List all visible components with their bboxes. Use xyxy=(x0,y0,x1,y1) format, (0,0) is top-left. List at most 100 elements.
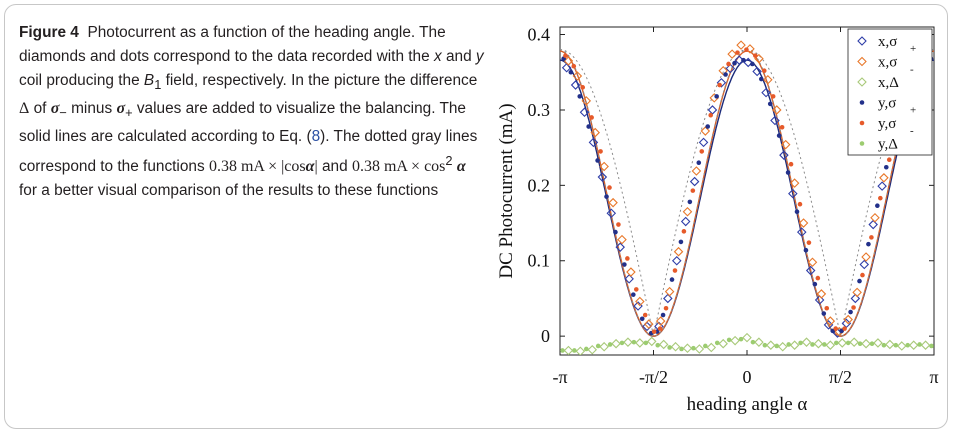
legend-label: x,σ xyxy=(878,55,897,71)
data-point-x-1 xyxy=(852,287,862,298)
caption-text-2: coil producing the xyxy=(19,72,140,89)
data-point-x-0 xyxy=(805,265,816,276)
data-point-y-4 xyxy=(625,256,630,261)
data-point-x-1 xyxy=(682,206,693,217)
data-point-x-1 xyxy=(644,319,654,329)
data-point-x-0 xyxy=(689,176,700,187)
data-point-y-4 xyxy=(690,188,696,193)
data-point-y-4 xyxy=(580,85,586,90)
legend-marker xyxy=(857,36,867,46)
data-point-x-2 xyxy=(730,335,740,346)
caption-func2-sup: 2 xyxy=(445,153,453,169)
x-tick-label: -π xyxy=(552,367,567,387)
x-tick-label: -π/2 xyxy=(639,367,668,387)
data-point-y-5 xyxy=(917,342,922,347)
legend-marker xyxy=(859,120,865,126)
data-point-y-3 xyxy=(568,69,574,75)
data-point-x-1 xyxy=(763,75,773,85)
data-point-y-5 xyxy=(774,343,780,349)
photocurrent-chart: -π -π/2 0 π/2 π 0 0.1 0.2 0.3 0.4 heading angle α D… xyxy=(496,25,939,415)
data-point-y-4 xyxy=(779,124,785,130)
data-point-x-1 xyxy=(861,252,871,262)
data-point-y-4 xyxy=(842,326,847,331)
x-tick-label: π xyxy=(929,367,938,387)
data-point-x-0 xyxy=(850,293,861,304)
data-point-y-4 xyxy=(672,268,678,273)
data-point-y-4 xyxy=(726,61,731,67)
caption-func1-end: | xyxy=(314,158,318,176)
data-point-y-4 xyxy=(657,326,663,331)
legend-marker xyxy=(857,77,867,87)
legend-label: x,σ xyxy=(878,34,897,50)
data-point-x-2 xyxy=(861,338,871,349)
data-point-y-3 xyxy=(741,57,746,63)
data-point-y-4 xyxy=(761,68,767,74)
data-point-y-5 xyxy=(798,340,803,346)
caption-text-5: ). The dotted gray lines correspond to t… xyxy=(19,128,478,176)
legend-label: y,σ xyxy=(878,96,896,112)
data-point-y-4 xyxy=(824,305,830,311)
data-point-y-4 xyxy=(563,53,568,58)
caption-x-var: x xyxy=(433,48,442,65)
caption-minus-word: minus xyxy=(71,100,113,118)
data-point-x-0 xyxy=(868,219,878,230)
data-point-y-3 xyxy=(723,72,728,77)
data-point-x-0 xyxy=(570,80,581,90)
data-point-y-3 xyxy=(857,278,862,284)
data-point-y-4 xyxy=(589,115,594,120)
data-point-x-1 xyxy=(608,197,618,208)
x-tick-label: π/2 xyxy=(829,367,852,387)
data-point-y-5 xyxy=(583,346,589,352)
data-point-y-5 xyxy=(905,342,911,348)
data-point-x-0 xyxy=(814,295,825,305)
data-point-x-0 xyxy=(796,227,807,237)
data-point-x-2 xyxy=(646,336,657,347)
data-point-x-0 xyxy=(642,321,652,332)
data-point-y-4 xyxy=(851,305,856,310)
data-point-y-5 xyxy=(726,337,732,343)
data-point-x-1 xyxy=(673,246,684,257)
legend-label-sub: - xyxy=(910,125,914,137)
data-point-y-5 xyxy=(714,340,720,346)
data-point-y-3 xyxy=(883,164,889,170)
data-point-y-3 xyxy=(687,199,693,205)
legend-label-sub: + xyxy=(910,43,916,55)
data-point-y-3 xyxy=(696,160,702,166)
data-point-x-0 xyxy=(761,87,771,98)
data-point-y-3 xyxy=(750,61,755,67)
data-point-x-2 xyxy=(873,338,883,348)
data-point-y-4 xyxy=(681,229,687,234)
caption-func1: 0.38 mA × |cos xyxy=(208,158,306,176)
data-point-y-4 xyxy=(860,272,865,278)
data-point-x-1 xyxy=(825,316,836,326)
data-point-y-3 xyxy=(875,203,880,209)
data-point-x-2 xyxy=(766,340,776,350)
legend-box xyxy=(847,28,933,156)
data-point-y-4 xyxy=(770,94,776,99)
data-point-x-2 xyxy=(885,339,895,350)
data-point-y-4 xyxy=(651,329,657,334)
data-point-y-4 xyxy=(797,201,803,207)
data-point-x-2 xyxy=(623,337,633,347)
data-point-x-1 xyxy=(789,178,800,188)
data-point-y-3 xyxy=(604,194,609,199)
equation-ref-link[interactable]: 8 xyxy=(311,128,321,146)
data-point-y-3 xyxy=(622,262,627,267)
data-point-y-5 xyxy=(845,340,851,346)
data-point-y-3 xyxy=(714,94,719,99)
data-point-y-5 xyxy=(655,342,661,348)
y-tick-label: 0.1 xyxy=(528,251,551,271)
data-point-x-0 xyxy=(716,78,727,88)
data-point-x-1 xyxy=(727,49,737,59)
data-point-y-5 xyxy=(631,339,637,345)
data-point-x-2 xyxy=(635,338,645,348)
data-point-x-2 xyxy=(599,341,609,352)
caption-sigma-plus-sub: + xyxy=(125,105,133,121)
data-point-x-1 xyxy=(870,212,880,223)
data-point-y-4 xyxy=(753,53,758,58)
legend: x,σ +x,σ -x,Δy,σ +y,σ -y,Δ xyxy=(847,28,933,156)
data-point-x-2 xyxy=(670,341,681,352)
y-tick-label: 0.4 xyxy=(528,25,551,45)
data-point-x-1 xyxy=(843,314,853,325)
data-point-y-3 xyxy=(660,312,666,318)
